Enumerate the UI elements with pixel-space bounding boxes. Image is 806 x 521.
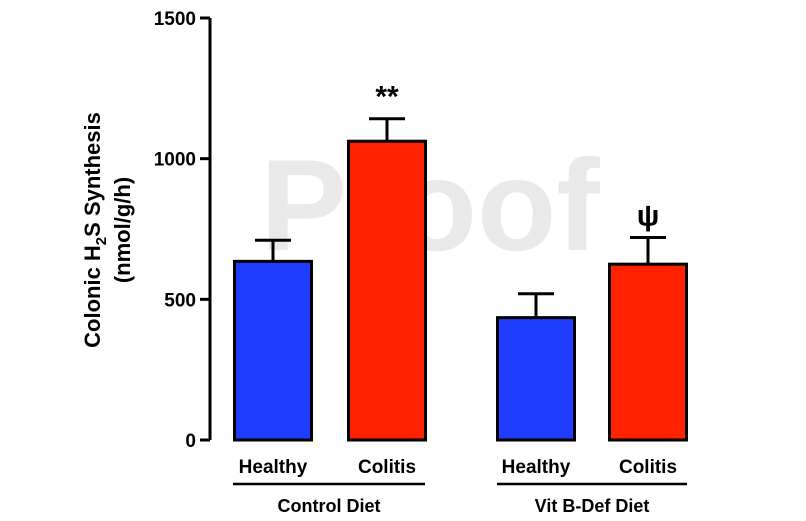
y-axis-label-subscript: 2	[93, 237, 110, 245]
y-axis: 0 500 1000 1500	[154, 9, 212, 452]
significance-annotation: **	[375, 81, 399, 114]
y-tick-label: 500	[164, 290, 196, 311]
bars: ** ψ	[233, 81, 688, 442]
y-axis-label-line2: (nmol/g/h)	[110, 177, 135, 283]
category-label: Healthy	[502, 457, 571, 478]
y-axis-label-prefix: Colonic H	[80, 245, 105, 348]
significance-annotation: ψ	[637, 199, 660, 232]
category-label: Healthy	[239, 457, 308, 478]
group-label: Vit B-Def Diet	[535, 496, 650, 516]
group-label: Control Diet	[278, 496, 381, 516]
watermark: Proof	[260, 132, 600, 278]
y-axis-label-line1: Colonic H2S Synthesis	[80, 112, 110, 348]
y-axis-label-suffix: S Synthesis	[80, 112, 105, 237]
y-tick-label: 1500	[154, 9, 196, 30]
y-tick-label: 0	[185, 431, 196, 452]
bar	[347, 139, 427, 442]
bar	[233, 259, 313, 442]
bar	[608, 262, 688, 442]
y-tick-label: 1000	[154, 150, 196, 171]
category-labels: Healthy Colitis Healthy Colitis Control Diet…	[233, 457, 687, 516]
category-label: Colitis	[358, 457, 416, 478]
bar	[496, 316, 576, 442]
category-label: Colitis	[619, 457, 677, 478]
